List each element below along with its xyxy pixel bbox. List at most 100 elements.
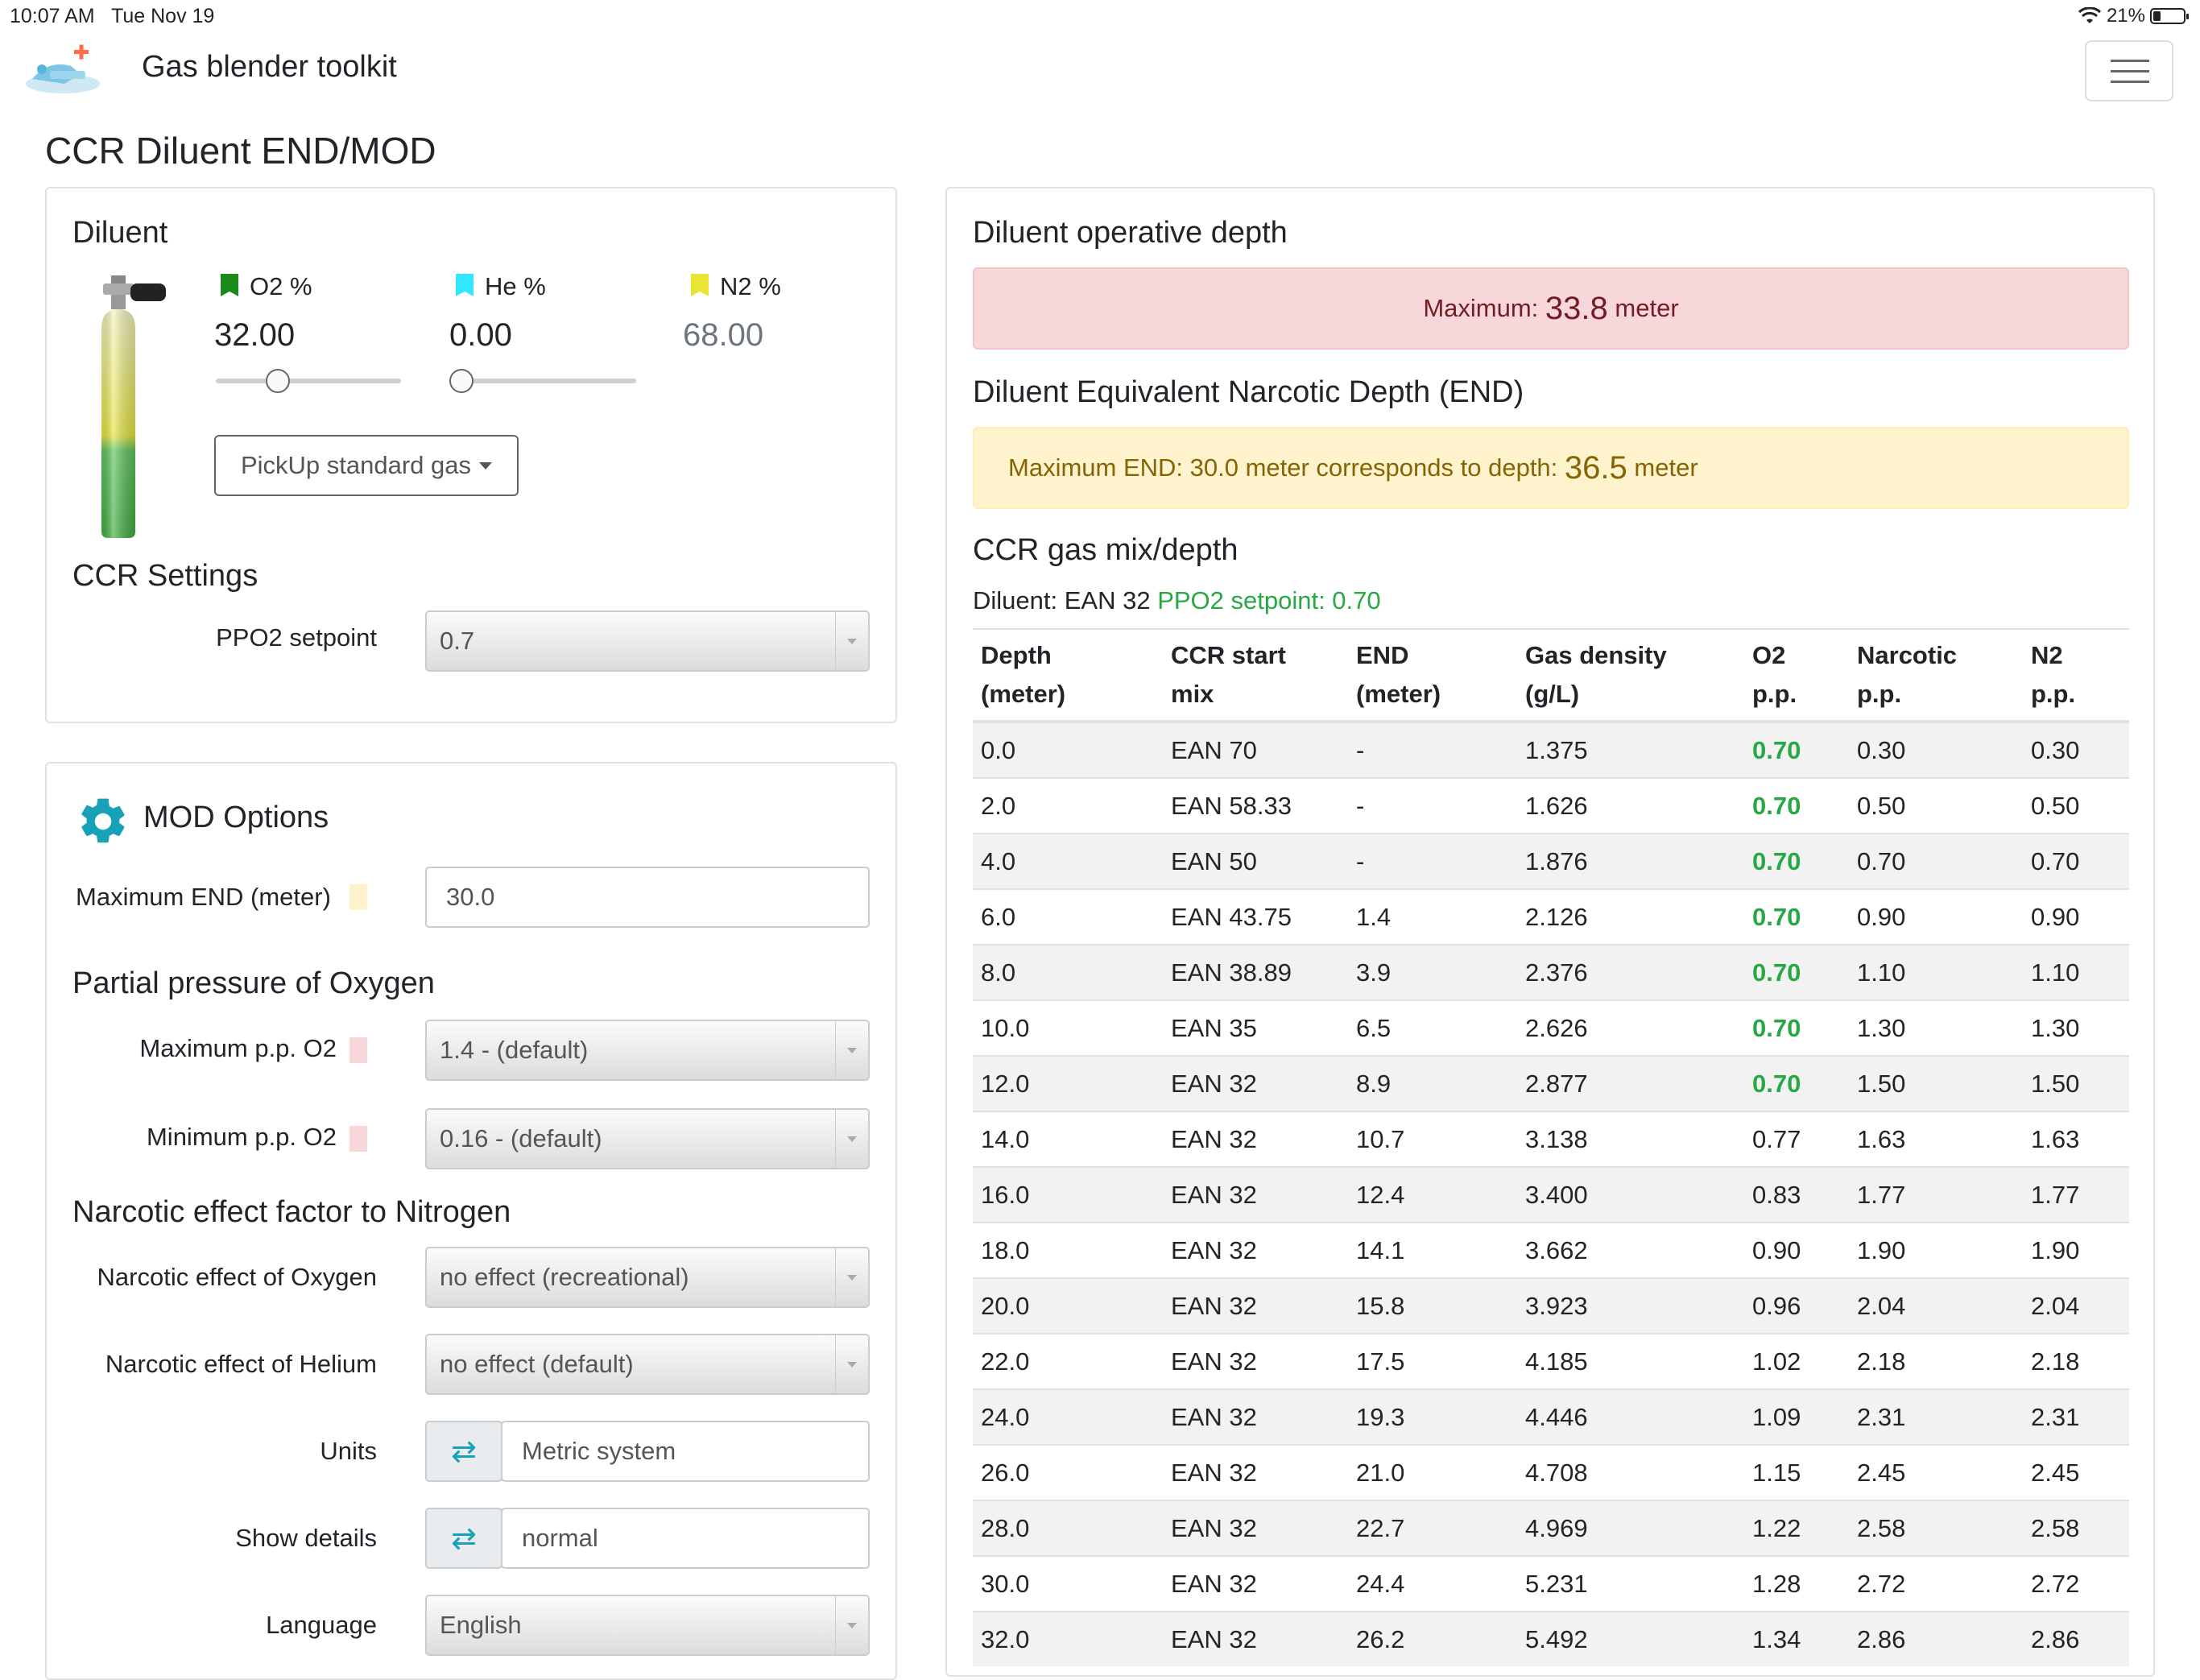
o2-value: 32.00 [214,317,296,353]
table-cell: 1.63 [2023,1111,2129,1167]
table-cell: 0.96 [1744,1277,1849,1334]
max-end-label: Maximum END (meter) [76,883,331,911]
min-ppo2-select[interactable]: 0.16 - (default) [425,1108,870,1169]
language-select[interactable]: English [425,1595,870,1656]
table-row: 8.0 EAN 38.89 3.9 2.376 0.70 1.10 1.10 [973,944,2129,1000]
column-header: Depth (meter) [973,628,1163,723]
column-header-line: N2 [2031,641,2063,669]
table-row: 26.0 EAN 32 21.0 4.708 1.15 2.45 2.45 [973,1444,2129,1500]
table-cell: 1.876 [1517,833,1744,889]
table-cell: 2.626 [1517,999,1744,1056]
table-cell: 0.70 [1744,999,1849,1056]
narcotic-helium-value: no effect (default) [440,1350,634,1378]
table-cell: EAN 32 [1163,1277,1348,1334]
table-cell: 0.30 [2023,721,2129,778]
narcotic-helium-select[interactable]: no effect (default) [425,1334,870,1395]
table-cell: 2.0 [973,777,1163,834]
he-value: 0.00 [449,317,512,353]
column-header: N2 p.p. [2023,628,2129,723]
table-cell: EAN 32 [1163,1055,1348,1111]
column-header-line: O2 [1752,641,1786,669]
table-cell: 2.58 [2023,1500,2129,1556]
column-header-line: p.p. [2031,680,2076,708]
o2-slider-handle[interactable] [266,369,290,393]
brand-title[interactable]: Gas blender toolkit [142,50,397,84]
table-cell: EAN 32 [1163,1611,1348,1666]
min-ppo2-value: 0.16 - (default) [440,1124,602,1152]
column-header-line: p.p. [1752,680,1797,708]
table-cell: 0.70 [1744,833,1849,889]
app-logo[interactable] [24,42,105,97]
pickup-standard-gas-button[interactable]: PickUp standard gas [214,435,519,496]
table-cell: EAN 32 [1163,1333,1348,1389]
battery-icon [2150,8,2189,24]
column-header-line: (g/L) [1525,680,1580,708]
table-cell: EAN 32 [1163,1555,1348,1612]
o2-slider-track[interactable] [216,379,401,383]
he-slider-handle[interactable] [449,369,473,393]
table-cell: 2.31 [1849,1388,2023,1445]
table-cell: 1.30 [2023,999,2129,1056]
show-details-value: normal [501,1508,870,1569]
table-cell: EAN 35 [1163,999,1348,1056]
table-cell: 0.70 [2023,833,2129,889]
table-cell: 1.90 [1849,1222,2023,1278]
status-time: 10:07 AM [10,5,95,27]
ppo2-setpoint-select[interactable]: 0.7 [425,610,870,672]
narcotic-helium-label: Narcotic effect of Helium [105,1350,377,1378]
diluent-mix-text: Diluent: EAN 32 [973,586,1151,614]
table-cell: 2.86 [2023,1611,2129,1666]
caret-down-icon [479,461,493,470]
results-card: Diluent operative depth Maximum: 33.8 me… [945,187,2155,1677]
select-arrow-icon [835,1335,868,1393]
table-cell: 1.10 [2023,944,2129,1000]
language-label: Language [266,1611,377,1639]
table-cell: 8.0 [973,944,1163,1000]
table-row: 28.0 EAN 32 22.7 4.969 1.22 2.58 2.58 [973,1500,2129,1556]
select-arrow-icon [835,1110,868,1168]
mod-options-heading: MOD Options [143,801,329,834]
table-cell: 1.77 [1849,1166,2023,1223]
units-toggle-button[interactable]: ⇄ [425,1421,502,1482]
max-end-input[interactable]: 30.0 [425,867,870,928]
table-cell: EAN 32 [1163,1500,1348,1556]
table-cell: 0.90 [1744,1222,1849,1278]
column-header-line: END [1356,641,1409,669]
max-depth-alert: Maximum: 33.8 meter [973,267,2129,350]
table-row: 20.0 EAN 32 15.8 3.923 0.96 2.04 2.04 [973,1277,2129,1334]
table-cell: 0.83 [1744,1166,1849,1223]
wifi-icon [2078,7,2101,23]
table-cell: 10.7 [1348,1111,1517,1167]
he-slider-track[interactable] [451,379,636,383]
gas-cylinder-icon [101,275,166,538]
table-cell: 3.662 [1517,1222,1744,1278]
hamburger-menu-button[interactable] [2085,40,2173,101]
column-header-line: (meter) [981,680,1066,708]
swap-arrows-icon: ⇄ [451,1434,477,1469]
table-row: 22.0 EAN 32 17.5 4.185 1.02 2.18 2.18 [973,1333,2129,1389]
table-cell: 2.877 [1517,1055,1744,1111]
table-cell: 8.9 [1348,1055,1517,1111]
column-header-line: Narcotic [1857,641,1958,669]
table-cell: 19.3 [1348,1388,1517,1445]
table-cell: 30.0 [973,1555,1163,1612]
menu-icon-bar [2111,60,2149,62]
table-row: 32.0 EAN 32 26.2 5.492 1.34 2.86 2.86 [973,1611,2129,1666]
language-value: English [440,1611,522,1639]
table-cell: EAN 38.89 [1163,944,1348,1000]
ppo2-setpoint-label: PPO2 setpoint [216,623,377,652]
table-header-row: Depth (meter) CCR start mix END (meter) Gas de… [973,628,2129,723]
mod-options-card: MOD Options Maximum END (meter) 30.0 Par… [45,762,897,1680]
table-cell: 0.50 [1849,777,2023,834]
table-cell: 3.400 [1517,1166,1744,1223]
n2-label: N2 % [720,272,781,300]
show-details-toggle-button[interactable]: ⇄ [425,1508,502,1569]
gas-mix-heading: CCR gas mix/depth [973,533,1239,567]
max-ppo2-select[interactable]: 1.4 - (default) [425,1020,870,1081]
table-cell: 0.0 [973,721,1163,778]
table-cell: 2.126 [1517,888,1744,945]
narcotic-oxygen-select[interactable]: no effect (recreational) [425,1247,870,1308]
battery-percent: 21% [2106,5,2145,27]
column-header-line: p.p. [1857,680,1902,708]
table-cell: 18.0 [973,1222,1163,1278]
